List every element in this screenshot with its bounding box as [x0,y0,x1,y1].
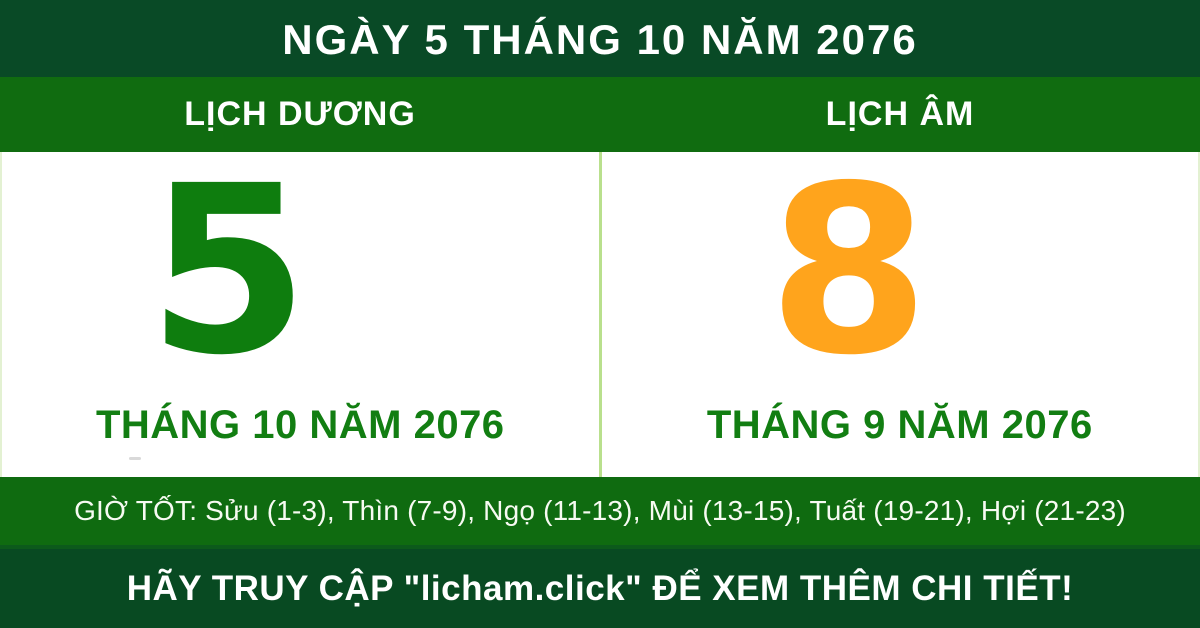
good-hours-bar: GIỜ TỐT: Sửu (1-3), Thìn (7-9), Ngọ (11-… [0,477,1200,545]
solar-month-label: THÁNG 10 NĂM 2076 [95,403,505,447]
lunar-calendar-header: LỊCH ÂM [825,95,975,133]
day-panels: 5 THÁNG 10 NĂM 2076 8 THÁNG 9 NĂM 2076 [0,152,1200,477]
lunar-month-label: THÁNG 9 NĂM 2076 [706,403,1093,447]
solar-day-panel: 5 THÁNG 10 NĂM 2076 [2,152,599,477]
footer-cta-text: HÃY TRUY CẬP "licham.click" ĐỂ XEM THÊM … [126,568,1074,608]
calendar-type-header: LỊCH DƯƠNG LỊCH ÂM [0,77,1200,152]
lunar-day-panel: 8 THÁNG 9 NĂM 2076 [602,152,1199,477]
lunar-day-number: 8 [768,136,930,406]
column-divider [598,152,602,477]
date-title-bar: NGÀY 5 THÁNG 10 NĂM 2076 [0,0,1200,77]
date-title: NGÀY 5 THÁNG 10 NĂM 2076 [282,15,918,63]
smudge-mark [129,457,141,460]
good-hours-text: GIỜ TỐT: Sửu (1-3), Thìn (7-9), Ngọ (11-… [74,495,1126,526]
solar-calendar-header: LỊCH DƯƠNG [184,95,416,133]
solar-day-number: 5 [147,136,309,406]
footer-cta-bar: HÃY TRUY CẬP "licham.click" ĐỂ XEM THÊM … [0,545,1200,628]
